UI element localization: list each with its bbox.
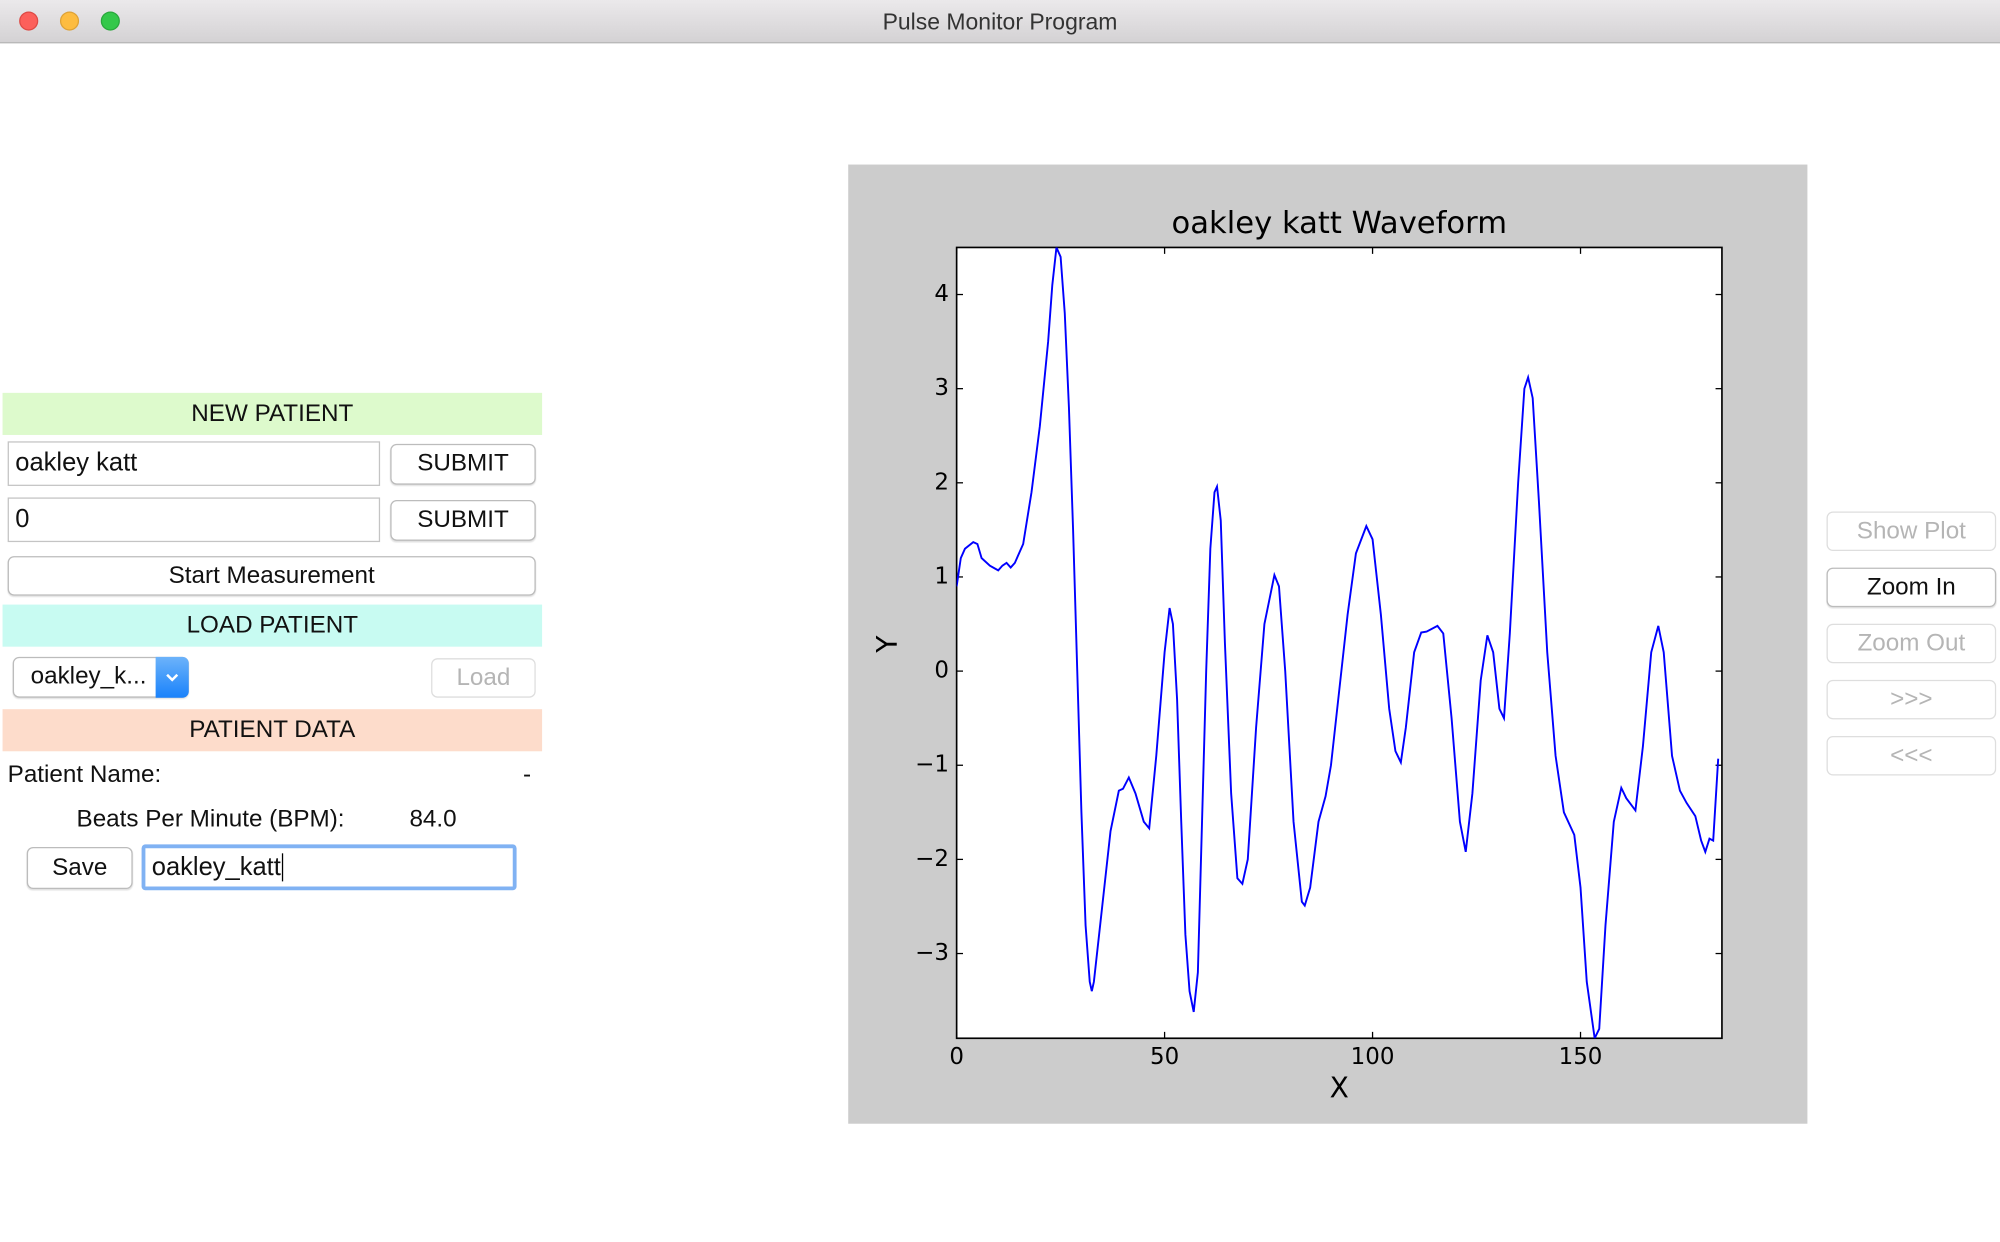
plot-control-button[interactable]: Zoom In [1826, 567, 1997, 608]
y-tick-label: −1 [915, 752, 949, 778]
save-button[interactable]: Save [26, 846, 133, 890]
submit-button[interactable]: SUBMIT [390, 443, 536, 485]
x-tick-label: 150 [1559, 1044, 1603, 1070]
y-tick-label: −3 [915, 940, 949, 966]
window-title: Pulse Monitor Program [882, 8, 1118, 35]
load-button[interactable]: Load [431, 658, 536, 698]
title-bar: Pulse Monitor Program [0, 0, 2000, 44]
y-axis-label: Y [871, 635, 904, 654]
y-tick-label: 1 [934, 563, 949, 589]
section-header: LOAD PATIENT [2, 604, 543, 647]
id-input[interactable]: 0 [7, 497, 381, 543]
name-input[interactable]: oakley katt [7, 441, 381, 486]
submit-button[interactable]: SUBMIT [390, 499, 536, 541]
y-tick-label: 4 [934, 281, 949, 307]
minimize-button[interactable] [59, 11, 80, 31]
x-tick-label: 100 [1351, 1044, 1395, 1070]
chart-title: oakley katt Waveform [1172, 206, 1507, 241]
arrow-icon [166, 673, 179, 682]
caret [282, 853, 284, 882]
plot-control-button[interactable]: <<< [1826, 735, 1997, 776]
dropdown-value: oakley_k... [30, 663, 147, 691]
bpm-label: Beats Per Minute (BPM): [76, 806, 345, 833]
patient-name-value: - [522, 761, 532, 789]
filename-input[interactable]: oakley_katt [141, 844, 517, 891]
plot-control-button[interactable]: Show Plot [1826, 511, 1997, 552]
patient-dropdown[interactable]: oakley_k... [12, 656, 189, 698]
plot-control-button[interactable]: >>> [1826, 679, 1997, 720]
y-tick-label: 0 [934, 658, 949, 684]
close-button[interactable] [19, 11, 39, 31]
patient-name-label: Patient Name: [7, 761, 162, 789]
waveform-line [956, 247, 1720, 1039]
y-tick-label: −2 [915, 846, 949, 872]
plot-area [955, 246, 1723, 1040]
x-tick-label: 0 [949, 1044, 964, 1070]
bpm-value: 84.0 [409, 806, 457, 833]
filename-text: oakley_katt [151, 853, 281, 882]
x-tick-label: 50 [1150, 1044, 1179, 1070]
section-header: NEW PATIENT [2, 392, 543, 435]
zoom-button[interactable] [100, 11, 120, 31]
dropdown-arrow [155, 656, 189, 698]
x-axis-label: X [1330, 1071, 1349, 1104]
chart: oakley katt Waveform X Y 0 50 100 150 −3 −2 −1… [848, 164, 1808, 1124]
plot-control-button[interactable]: Zoom Out [1826, 623, 1997, 664]
y-tick-label: 3 [934, 375, 949, 401]
start-button[interactable]: Start Measurement [7, 556, 536, 596]
section-header: PATIENT DATA [2, 709, 543, 752]
y-tick-label: 2 [934, 469, 949, 495]
